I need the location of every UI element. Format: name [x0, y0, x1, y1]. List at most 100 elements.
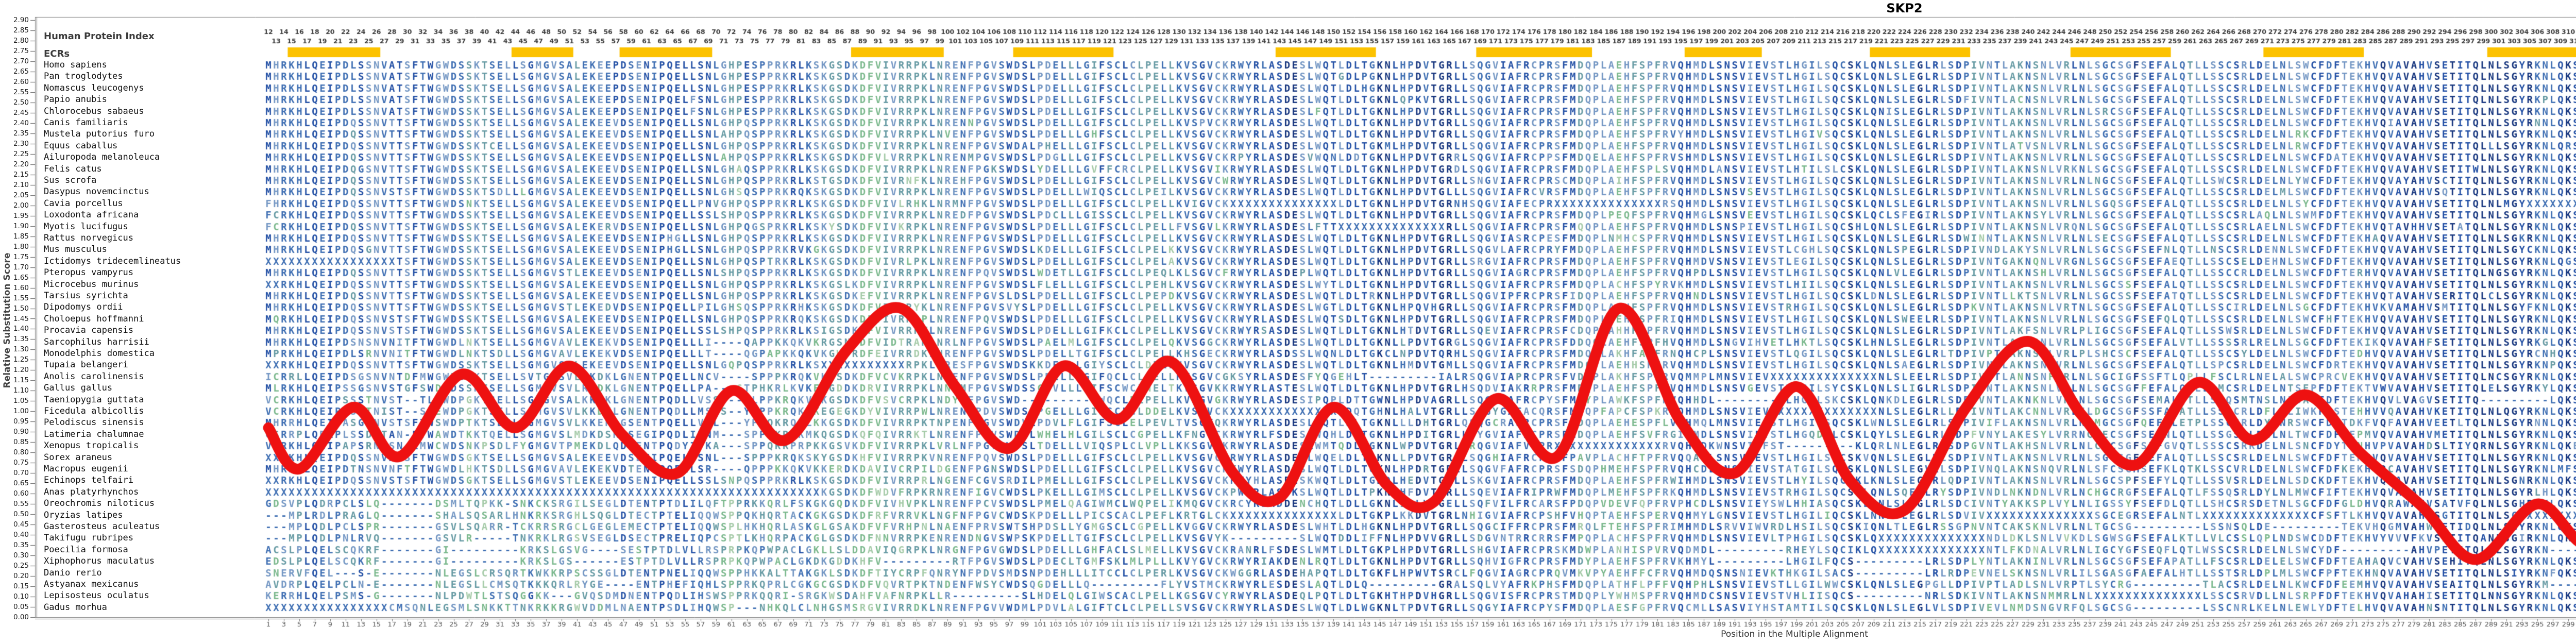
y-tick-label: 0.75 [13, 459, 29, 467]
species-label: Monodelphis domestica [44, 348, 155, 359]
y-tick-label: 2.45 [13, 108, 29, 117]
y-tick-label: 1.15 [13, 376, 29, 385]
y-tick-label: 1.25 [13, 355, 29, 364]
y-tick-label: 0.70 [13, 469, 29, 478]
y-tick-label: 1.40 [13, 325, 29, 333]
species-label: Sus scrofa [44, 175, 97, 185]
species-label: Sorex araneus [44, 452, 113, 463]
species-label: Danio rerio [44, 567, 102, 578]
species-label: Myotis lucifugus [44, 221, 128, 232]
y-tick-label: 1.05 [13, 397, 29, 405]
species-label: Latimeria chalumnae [44, 429, 144, 439]
y-tick-label: 2.00 [13, 201, 29, 210]
y-tick-label: 2.10 [13, 180, 29, 189]
y-tick-label: 0.40 [13, 531, 29, 539]
y-tick-label: 2.65 [13, 67, 29, 76]
y-tick-label: 1.95 [13, 211, 29, 220]
species-label: Equus caballus [44, 140, 118, 151]
species-label: Loxodonta africana [44, 210, 139, 221]
species-label: Echinops telfairi [44, 475, 133, 486]
y-tick-label: 0.15 [13, 582, 29, 591]
y-tick-label: 0.30 [13, 551, 29, 560]
species-label: Takifugu rubripes [44, 533, 133, 544]
y-tick-label: 0.95 [13, 417, 29, 426]
y-tick-label: 2.05 [13, 191, 29, 199]
y-tick-label: 1.55 [13, 294, 29, 302]
species-label: Oreochromis niloticus [44, 498, 155, 509]
species-label: Gadus morhua [44, 602, 107, 613]
species-label: Astyanax mexicanus [44, 579, 139, 589]
y-tick-label: 1.00 [13, 407, 29, 416]
y-tick-label: 2.80 [13, 36, 29, 45]
species-label: Mus musculus [44, 244, 107, 255]
species-label: Choloepus hoffmanni [44, 313, 144, 324]
y-tick-label: 1.90 [13, 222, 29, 230]
species-label: Xiphophorus maculatus [44, 556, 155, 567]
y-tick-label: 0.55 [13, 500, 29, 509]
y-tick-label: 1.50 [13, 304, 29, 313]
species-label: Lepisosteus oculatus [44, 590, 149, 601]
species-label: Gallus gallus [44, 383, 113, 394]
species-label: Rattus norvegicus [44, 233, 133, 243]
y-tick-label: 2.90 [13, 16, 29, 24]
y-tick-label: 0.25 [13, 562, 29, 570]
page-title: SKP2 [1886, 1, 1923, 15]
species-label: Pteropus vampyrus [44, 267, 133, 278]
species-label: Tupaia belangeri [44, 360, 128, 370]
y-tick-label: 1.30 [13, 345, 29, 354]
y-tick-label: 1.20 [13, 366, 29, 375]
y-tick-label: 1.85 [13, 232, 29, 241]
y-tick-label: 2.25 [13, 149, 29, 158]
species-label: Procavia capensis [44, 325, 133, 336]
legend-human-protein-index: Human Protein Index [44, 31, 155, 42]
y-tick-label: 2.60 [13, 77, 29, 86]
species-label: Mustela putorius furo [44, 129, 155, 140]
species-label: Felis catus [44, 163, 102, 174]
y-tick-label: 2.50 [13, 98, 29, 107]
y-tick-label: 0.05 [13, 603, 29, 612]
y-tick-label: 1.65 [13, 273, 29, 282]
y-tick-label: 2.85 [13, 26, 29, 35]
y-tick-label: 0.10 [13, 592, 29, 601]
species-label: Microcebus murinus [44, 279, 139, 290]
species-label: Oryzias latipes [44, 510, 123, 520]
species-label: Ficedula albicollis [44, 406, 144, 416]
y-tick-label: 0.20 [13, 572, 29, 581]
species-label: Tarsius syrichta [44, 291, 128, 301]
y-tick-label: 1.45 [13, 314, 29, 323]
y-tick-label: 1.10 [13, 386, 29, 395]
species-label: Xenopus tropicalis [44, 440, 139, 451]
y-tick-label: 0.50 [13, 510, 29, 519]
y-tick-label: 2.75 [13, 46, 29, 55]
species-label: Poecilia formosa [44, 544, 128, 555]
y-tick-label: 2.15 [13, 170, 29, 179]
y-tick-label: 0.65 [13, 479, 29, 488]
species-label: Anas platyrhynchos [44, 486, 139, 497]
y-tick-label: 1.60 [13, 283, 29, 292]
y-tick-label: 1.70 [13, 263, 29, 272]
y-tick-label: 0.35 [13, 541, 29, 550]
y-tick-label: 0.85 [13, 438, 29, 447]
legend-ecrs: ECRs [44, 48, 70, 59]
species-label: Pelodiscus sinensis [44, 417, 144, 428]
species-label: Chlorocebus sabaeus [44, 106, 144, 116]
species-label: Taeniopygia guttata [44, 394, 144, 405]
y-tick-label: 2.30 [13, 139, 29, 148]
y-tick-label: 2.35 [13, 129, 29, 138]
species-label: Ailuropoda melanoleuca [44, 152, 160, 163]
y-tick-label: 0.00 [13, 613, 29, 621]
species-label: Ictidomys tridecemlineatus [44, 256, 181, 266]
species-label: Papio anubis [44, 94, 107, 105]
species-label: Pan troglodytes [44, 71, 123, 82]
y-tick-label: 1.75 [13, 252, 29, 261]
y-tick-label: 0.90 [13, 428, 29, 436]
y-tick-label: 2.70 [13, 57, 29, 65]
species-label: Sarcophilus harrisii [44, 336, 149, 347]
species-label: Gasterosteus aculeatus [44, 521, 160, 532]
y-tick-label: 2.55 [13, 88, 29, 96]
species-label: Homo sapiens [44, 60, 107, 70]
y-tick-label: 2.40 [13, 118, 29, 127]
species-label: Cavia porcellus [44, 198, 123, 209]
